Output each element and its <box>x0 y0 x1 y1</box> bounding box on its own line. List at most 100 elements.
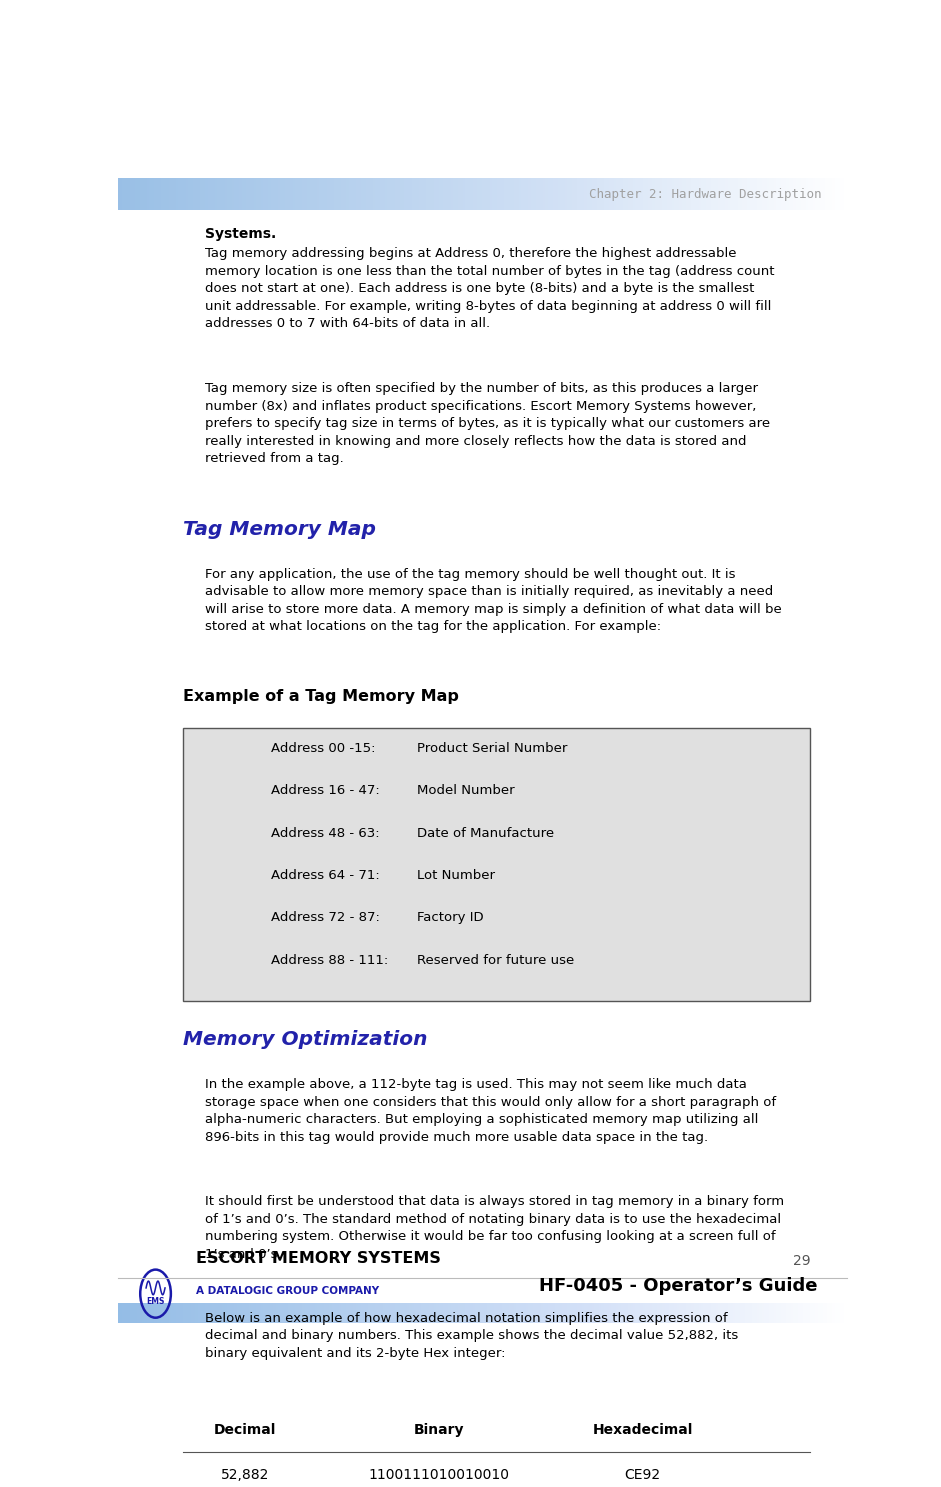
Bar <box>271 1303 275 1323</box>
Bar <box>185 1303 189 1323</box>
Bar <box>616 178 620 211</box>
Bar <box>288 1303 292 1323</box>
Bar <box>314 1303 318 1323</box>
Bar <box>609 178 613 211</box>
Text: Systems.: Systems. <box>205 226 277 241</box>
Bar <box>167 178 170 211</box>
Bar <box>781 1303 785 1323</box>
Bar <box>710 178 714 211</box>
Bar <box>558 1303 562 1323</box>
Bar <box>139 1303 143 1323</box>
Bar <box>322 178 326 211</box>
Bar <box>598 1303 603 1323</box>
Bar <box>709 1303 712 1323</box>
Bar <box>334 178 338 211</box>
Bar <box>563 1303 566 1323</box>
Bar <box>677 178 680 211</box>
Bar <box>535 178 539 211</box>
Bar <box>805 178 809 211</box>
Bar <box>696 1303 700 1323</box>
Bar <box>407 1303 411 1323</box>
Bar <box>202 1303 207 1323</box>
Bar <box>635 178 639 211</box>
Bar <box>808 178 812 211</box>
Bar <box>297 178 301 211</box>
Bar <box>640 1303 645 1323</box>
Bar <box>789 1303 792 1323</box>
Bar <box>730 1303 734 1323</box>
Bar <box>441 178 445 211</box>
Bar <box>762 178 766 211</box>
Bar <box>295 178 299 211</box>
Bar <box>383 178 387 211</box>
Bar <box>738 1303 742 1323</box>
Bar <box>388 178 391 211</box>
Text: Memory Optimization: Memory Optimization <box>183 1030 428 1050</box>
Bar <box>405 178 408 211</box>
Bar <box>118 178 121 211</box>
Bar <box>518 178 522 211</box>
Bar <box>377 178 382 211</box>
Bar <box>689 1303 693 1323</box>
Bar <box>118 1303 121 1323</box>
Bar <box>409 1303 413 1323</box>
Bar <box>125 1303 129 1323</box>
Text: Address 48 - 63:: Address 48 - 63: <box>271 827 379 840</box>
Bar <box>460 1303 464 1323</box>
Bar <box>273 1303 277 1323</box>
Bar <box>698 1303 703 1323</box>
Bar <box>638 178 642 211</box>
Bar <box>339 178 343 211</box>
Bar <box>839 178 843 211</box>
Bar <box>354 1303 358 1323</box>
Text: For any application, the use of the tag memory should be well thought out. It is: For any application, the use of the tag … <box>205 568 782 633</box>
Bar <box>592 178 596 211</box>
Bar <box>295 1303 299 1323</box>
Bar <box>470 178 474 211</box>
Bar <box>752 178 756 211</box>
Bar <box>721 1303 725 1323</box>
Bar <box>227 1303 231 1323</box>
Bar <box>526 178 530 211</box>
Bar <box>190 178 195 211</box>
Bar <box>550 178 554 211</box>
Bar <box>502 1303 505 1323</box>
Bar <box>684 1303 688 1323</box>
Bar <box>742 178 746 211</box>
Bar <box>643 178 646 211</box>
Bar <box>630 1303 634 1323</box>
Bar <box>744 1303 749 1323</box>
Bar <box>385 178 389 211</box>
Bar <box>506 178 510 211</box>
Bar <box>436 178 440 211</box>
Text: It should first be understood that data is always stored in tag memory in a bina: It should first be understood that data … <box>205 1196 784 1261</box>
Bar <box>242 178 246 211</box>
Bar <box>784 178 788 211</box>
Bar <box>390 178 393 211</box>
Text: HF-0405 - Operator’s Guide: HF-0405 - Operator’s Guide <box>539 1277 818 1295</box>
Bar <box>156 178 160 211</box>
Bar <box>504 1303 508 1323</box>
Bar <box>451 1303 455 1323</box>
Bar <box>468 178 471 211</box>
Bar <box>643 1303 646 1323</box>
Text: Address 00 -15:: Address 00 -15: <box>271 742 375 755</box>
Bar <box>225 178 229 211</box>
Bar <box>448 1303 452 1323</box>
Bar <box>354 178 358 211</box>
Bar <box>127 178 131 211</box>
Bar <box>179 178 183 211</box>
Bar <box>577 178 581 211</box>
Bar <box>429 178 433 211</box>
Bar <box>351 178 355 211</box>
Bar <box>198 1303 201 1323</box>
Bar <box>672 178 676 211</box>
Bar <box>266 178 270 211</box>
Bar <box>307 178 311 211</box>
Bar <box>219 1303 224 1323</box>
Bar <box>715 178 720 211</box>
Bar <box>786 178 790 211</box>
Bar <box>492 178 496 211</box>
Bar <box>363 178 367 211</box>
Bar <box>830 178 834 211</box>
